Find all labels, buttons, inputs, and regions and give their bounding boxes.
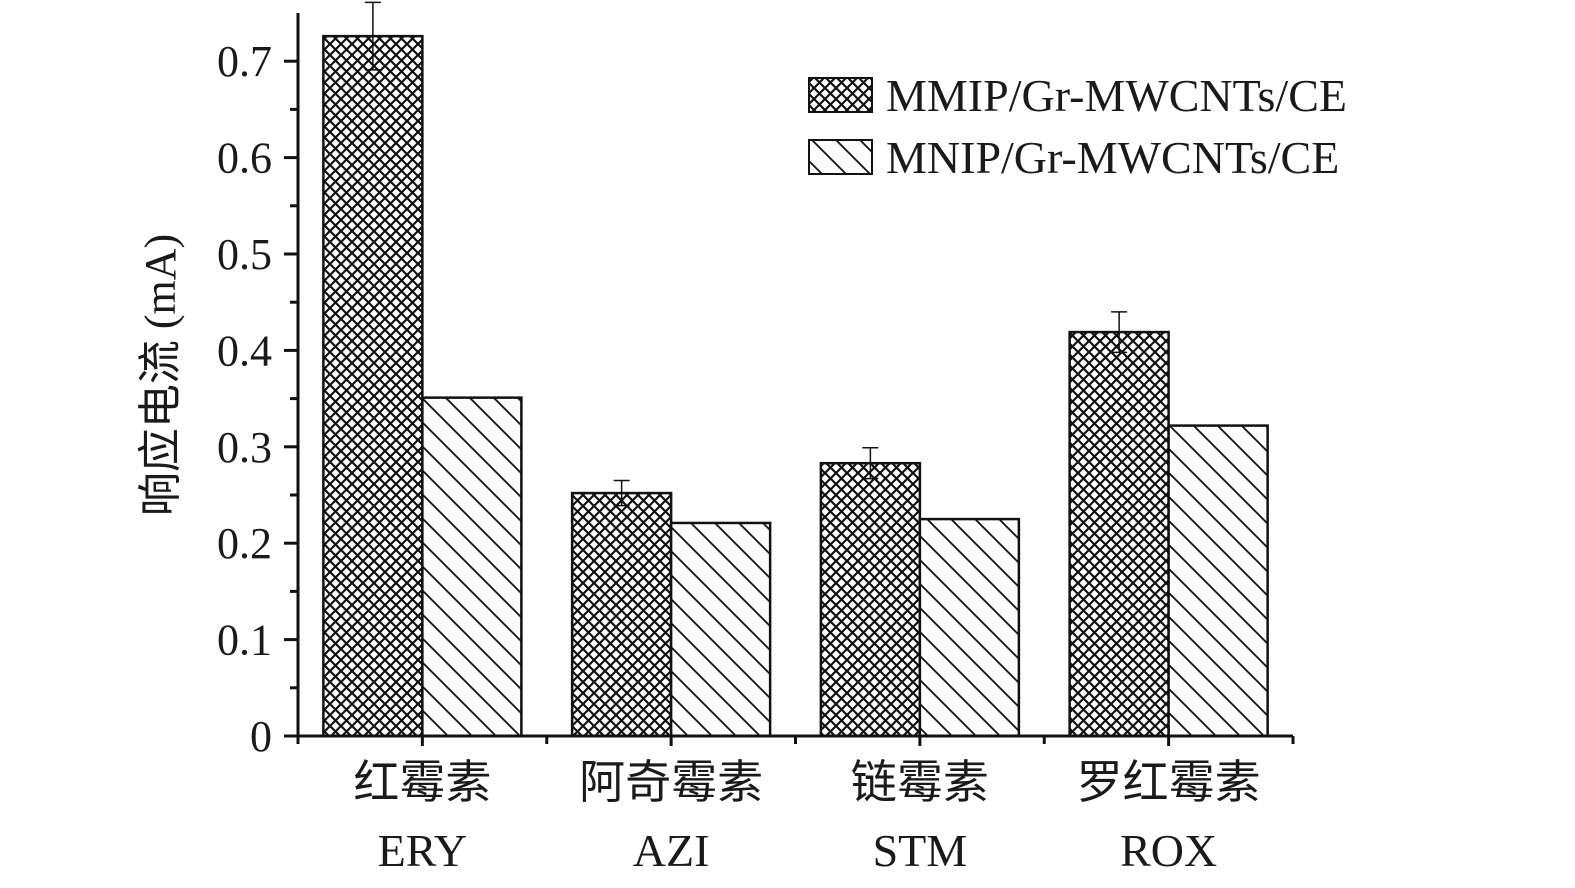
y-tick-label: 0.2 [217, 519, 272, 568]
bar-rox-series-1 [1068, 330, 1170, 738]
x-tick-label-en: AZI [633, 825, 710, 876]
axes-group: 红霉素 ERY 阿奇霉素 AZI 链霉素 STM 罗红霉素 ROX 0 0.1 0.2 0.3 0.4 0… [217, 13, 1295, 876]
legend-label-1: MMIP/Gr-MWCNTs/CE [886, 70, 1347, 121]
y-tick-label: 0.6 [217, 134, 272, 183]
y-axis-label: 响应电流 (mA) [136, 234, 185, 516]
legend: MMIP/Gr-MWCNTs/CE MNIP/Gr-MWCNTs/CE [808, 70, 1347, 183]
bar-rox-series-2 [1167, 424, 1269, 738]
x-tick-label-en: STM [873, 825, 968, 876]
bars-group [322, 1, 1269, 738]
y-tick-label: 0.4 [217, 326, 272, 375]
y-tick-label: 0.7 [217, 37, 272, 86]
bar-stm-series-1 [819, 461, 922, 738]
bar-ery-series-2 [421, 396, 523, 738]
x-tick-label-en: ERY [378, 825, 467, 876]
y-tick-label: 0.1 [217, 616, 272, 665]
y-tick-label: 0.3 [217, 423, 272, 472]
bar-azi-series-2 [669, 521, 772, 738]
legend-label-2: MNIP/Gr-MWCNTs/CE [886, 132, 1339, 183]
y-tick-label: 0 [250, 712, 272, 761]
y-tick-label: 0.5 [217, 230, 272, 279]
x-tick-label-cn: 罗红霉素 [1077, 757, 1261, 808]
legend-swatch-2 [808, 139, 873, 175]
legend-swatch-1 [808, 77, 873, 113]
x-tick-label-cn: 阿奇霉素 [579, 757, 763, 808]
bar-azi-series-1 [570, 491, 673, 738]
x-tick-label-en: ROX [1120, 825, 1217, 876]
x-tick-label-cn: 红霉素 [353, 757, 491, 808]
x-tick-label-cn: 链霉素 [851, 757, 989, 808]
bar-ery-series-1 [322, 34, 424, 738]
bar-stm-series-2 [918, 517, 1021, 738]
